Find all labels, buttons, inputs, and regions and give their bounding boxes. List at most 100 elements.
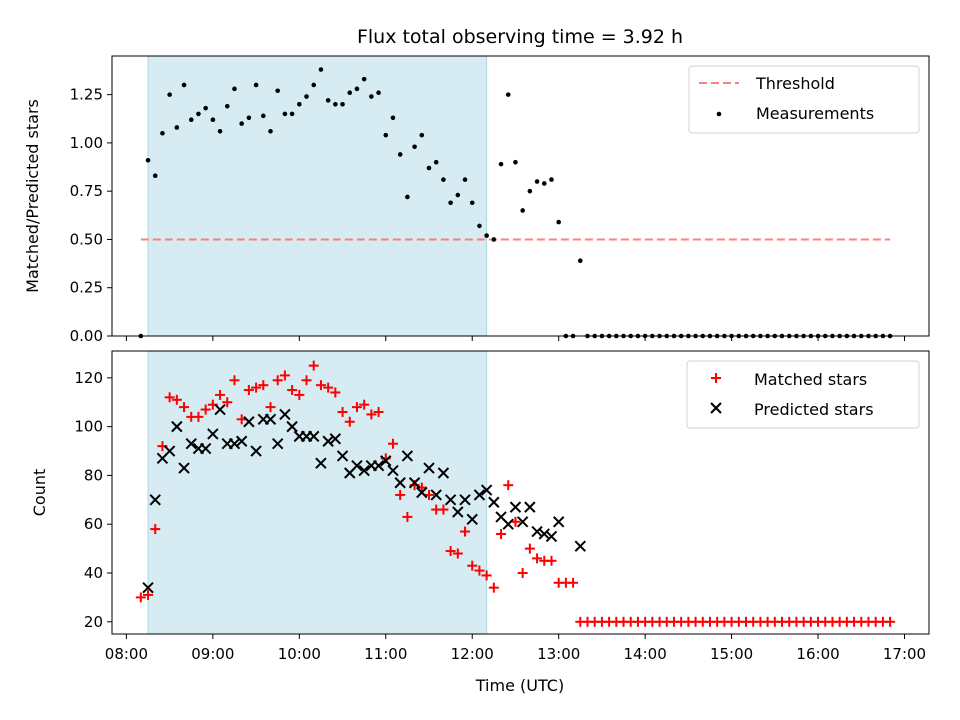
measurement-point xyxy=(390,115,396,121)
predicted-star-point xyxy=(199,442,212,455)
predicted-star-point xyxy=(163,445,176,457)
matched-star-point xyxy=(243,385,254,396)
measurement-point xyxy=(188,117,194,123)
top-axes-frame xyxy=(111,55,930,337)
top-legend-box xyxy=(688,65,920,134)
top-panel: 0.00 0.25 0.50 0.75 1.00 1.25 Matched/Predict… xyxy=(23,55,930,345)
measurement-point xyxy=(210,117,216,123)
predicted-legend-swatch xyxy=(710,402,722,414)
matched-star-point xyxy=(222,397,233,408)
predicted-star-point xyxy=(243,416,255,428)
matched-legend-swatch xyxy=(711,373,721,383)
predicted-legend-label: Predicted stars xyxy=(754,400,874,419)
matched-star-point xyxy=(351,402,362,413)
measurement-point xyxy=(369,94,374,99)
measurement-point xyxy=(318,67,324,72)
matched-star-point xyxy=(568,577,579,588)
y-tick-label: 60 xyxy=(84,515,103,533)
matched-star-point xyxy=(373,406,384,417)
matched-star-point xyxy=(460,526,471,537)
predicted-star-point xyxy=(552,516,565,528)
predicted-star-point xyxy=(271,437,284,450)
measurement-point xyxy=(520,208,525,213)
matched-star-point xyxy=(467,560,478,571)
measurement-point xyxy=(181,82,187,88)
predicted-star-point xyxy=(171,420,183,433)
measurement-point xyxy=(455,192,461,198)
measurements-legend-label: Measurements xyxy=(756,104,874,123)
measurement-point xyxy=(268,129,273,134)
matched-star-point xyxy=(200,404,211,415)
x-tick-label: 13:00 xyxy=(537,645,580,663)
measurement-point xyxy=(376,90,381,95)
predicted-star-point xyxy=(459,494,471,506)
measurement-point xyxy=(275,88,281,94)
predicted-star-point xyxy=(416,486,428,499)
predicted-star-point xyxy=(329,433,342,445)
predicted-star-point xyxy=(214,403,226,416)
matched-legend-label: Matched stars xyxy=(754,370,867,389)
predicted-star-point xyxy=(488,496,500,508)
shade-band xyxy=(148,56,487,336)
matched-star-point xyxy=(279,370,290,381)
x-tick-label: 11:00 xyxy=(364,645,407,663)
measurement-point xyxy=(217,129,223,134)
predicted-star-point xyxy=(178,462,190,474)
matched-star-point xyxy=(236,414,247,425)
measurement-point xyxy=(412,144,417,150)
y-tick-label: 40 xyxy=(84,564,103,582)
matched-star-point xyxy=(301,375,312,386)
predicted-star-point xyxy=(228,437,241,450)
predicted-star-point xyxy=(473,489,486,501)
measurement-point xyxy=(145,157,151,163)
y-tick-label: 1.00 xyxy=(70,134,103,152)
top-y-axis-label: Matched/Predicted stars xyxy=(23,99,42,293)
predicted-star-point xyxy=(545,530,558,543)
measurement-point xyxy=(405,194,410,200)
y-tick-label: 0.75 xyxy=(70,182,103,200)
measurement-point xyxy=(246,115,252,121)
measurement-point xyxy=(462,177,468,182)
matched-star-point xyxy=(143,589,154,600)
matched-star-point xyxy=(164,392,175,403)
predicted-star-point xyxy=(207,428,219,440)
measurement-point xyxy=(419,132,425,138)
matched-star-point xyxy=(135,592,146,603)
matched-star-point xyxy=(287,385,298,396)
matched-star-point xyxy=(438,504,449,515)
measurement-point xyxy=(477,223,482,229)
matched-stars-series xyxy=(135,360,896,627)
predicted-star-point xyxy=(308,430,320,443)
y-tick-label: 120 xyxy=(74,369,103,387)
measurement-point xyxy=(549,177,554,182)
predicted-star-point xyxy=(509,501,522,513)
matched-star-point xyxy=(344,416,355,427)
predicted-star-point xyxy=(502,518,514,530)
predicted-star-point xyxy=(423,462,435,474)
predicted-star-point xyxy=(336,450,349,462)
matched-star-point xyxy=(395,489,406,500)
matched-star-point xyxy=(330,387,341,398)
x-tick-label: 15:00 xyxy=(710,645,753,663)
measurement-point xyxy=(347,90,353,95)
x-tick-label: 08:00 xyxy=(105,645,148,663)
predicted-star-point xyxy=(394,477,406,489)
predicted-star-point xyxy=(358,464,370,477)
matched-star-point xyxy=(258,380,269,391)
measurement-point xyxy=(239,121,244,126)
predicted-star-point xyxy=(430,489,442,501)
predicted-star-point xyxy=(315,457,327,469)
measurement-point xyxy=(383,132,389,138)
threshold-legend-label: Threshold xyxy=(755,74,835,93)
matched-star-point xyxy=(323,382,334,393)
top-y-ticks: 0.00 0.25 0.50 0.75 1.00 1.25 xyxy=(70,86,112,345)
measurement-point xyxy=(433,159,439,165)
predicted-star-point xyxy=(444,494,457,506)
measurement-point xyxy=(527,188,533,194)
predicted-star-point xyxy=(372,459,385,472)
y-tick-label: 0.00 xyxy=(70,327,103,345)
matched-star-point xyxy=(265,402,276,413)
measurements-legend-swatch xyxy=(716,111,722,117)
matched-star-point xyxy=(215,389,226,400)
measurement-point xyxy=(174,125,180,130)
